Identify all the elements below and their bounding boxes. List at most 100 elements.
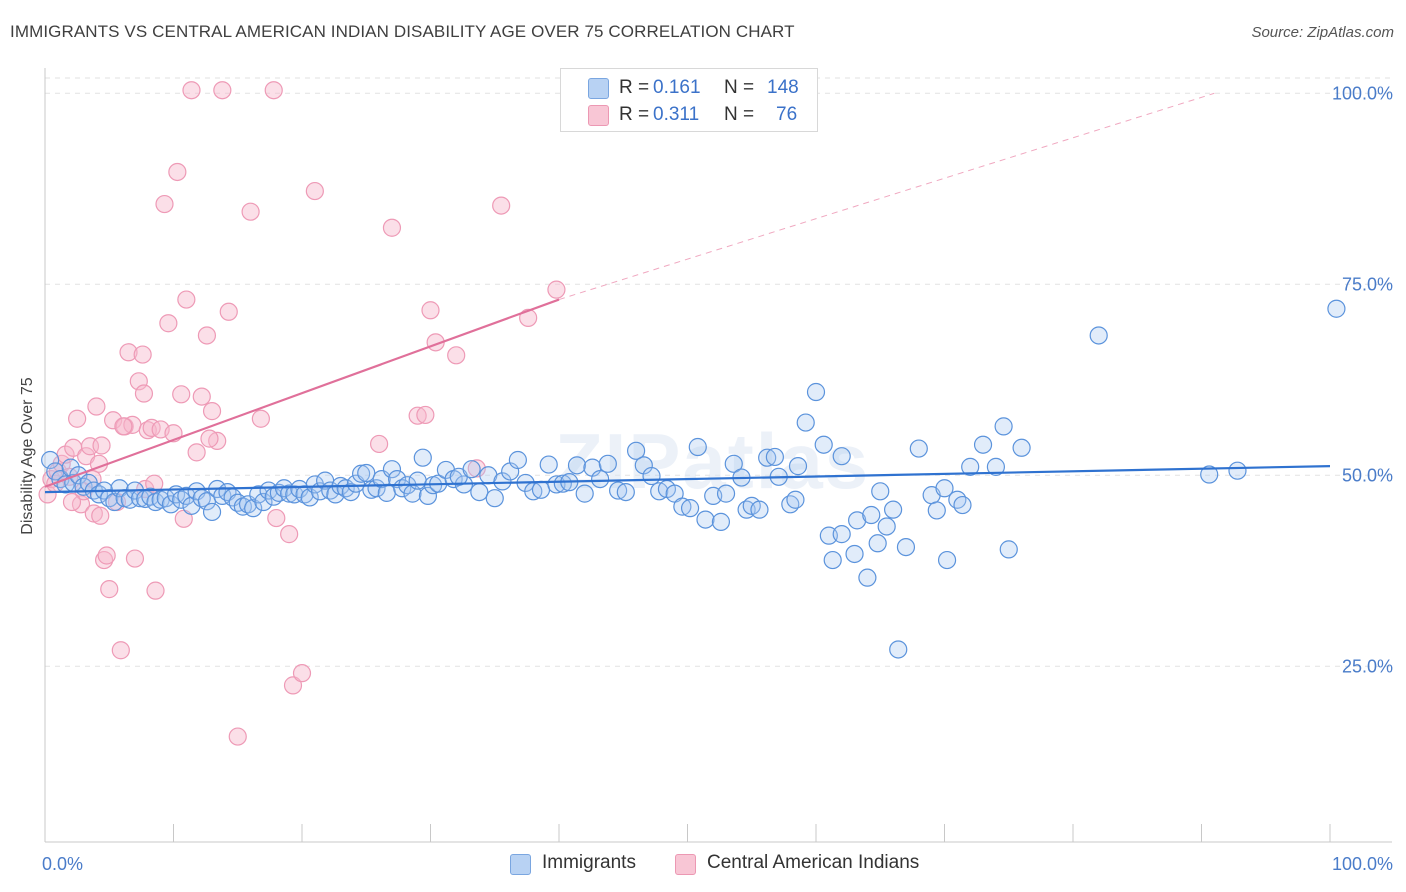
- data-point-cai: [200, 429, 219, 448]
- data-point-immigrants: [953, 495, 972, 515]
- data-point-cai: [125, 549, 145, 568]
- legend-label-cai: Central American Indians: [707, 852, 920, 873]
- data-point-cai: [104, 411, 123, 430]
- legend-r-label: R =: [619, 77, 650, 98]
- data-point-immigrants: [716, 484, 736, 503]
- data-point-cai: [228, 727, 247, 746]
- data-point-cai: [202, 402, 222, 421]
- y-tick-labels: 25.0% 50.0% 75.0% 100.0%: [1332, 83, 1393, 676]
- data-point-immigrants: [642, 466, 661, 486]
- data-point-cai: [292, 664, 312, 683]
- legend-row-immigrants: R = 0.161 N = 148: [561, 74, 817, 100]
- y-tick-label: 75.0%: [1342, 274, 1393, 294]
- data-point-immigrants: [1089, 326, 1108, 345]
- legend-swatch-immigrants: [510, 854, 531, 875]
- legend-swatch-immigrants: [588, 78, 609, 99]
- trend-lines: [44, 92, 1331, 494]
- data-point-immigrants: [470, 482, 489, 502]
- data-point-cai: [134, 384, 154, 403]
- data-point-immigrants: [41, 450, 60, 470]
- data-point-immigrants: [280, 484, 299, 503]
- data-point-immigrants: [1200, 465, 1219, 484]
- data-point-cai: [408, 406, 427, 425]
- data-point-cai: [283, 676, 303, 695]
- data-point-immigrants: [493, 472, 512, 491]
- data-point-cai: [421, 301, 440, 320]
- data-point-cai: [62, 492, 82, 512]
- data-point-immigrants: [285, 485, 304, 504]
- data-point-cai: [177, 290, 196, 309]
- data-point-cai: [92, 436, 111, 455]
- data-point-cai: [219, 302, 238, 321]
- data-point-cai: [280, 525, 299, 544]
- data-point-immigrants: [961, 457, 980, 476]
- data-point-cai: [97, 546, 116, 565]
- data-point-cai: [416, 405, 435, 425]
- data-point-immigrants: [845, 544, 864, 564]
- data-point-immigrants: [367, 479, 386, 498]
- data-point-cai: [187, 443, 206, 462]
- data-point-immigrants: [1228, 461, 1247, 480]
- data-point-cai: [447, 346, 466, 365]
- data-point-immigrants: [927, 501, 946, 520]
- data-point-immigrants: [786, 490, 805, 509]
- data-point-immigrants: [575, 484, 594, 503]
- gridlines: [45, 77, 1392, 667]
- data-point-immigrants: [909, 439, 928, 458]
- data-point-cai: [382, 218, 402, 237]
- data-point-immigrants: [889, 640, 908, 659]
- data-point-cai: [146, 581, 165, 600]
- y-axis-label: Disability Age Over 75: [19, 377, 36, 535]
- data-point-immigrants: [862, 505, 881, 525]
- data-point-cai: [241, 202, 260, 221]
- legend-r-value: 0.311: [653, 104, 700, 125]
- data-point-immigrants: [616, 482, 635, 502]
- data-point-immigrants: [688, 437, 707, 457]
- data-point-immigrants: [418, 486, 438, 506]
- data-point-cai: [114, 417, 133, 436]
- axes: [44, 68, 1392, 843]
- watermark: ZIPatlas: [555, 417, 868, 505]
- data-point-immigrants: [105, 492, 124, 512]
- data-point-cai: [251, 409, 270, 428]
- data-point-immigrants: [806, 382, 826, 402]
- legend-n-label: N =: [724, 77, 755, 98]
- data-point-cai: [155, 194, 174, 214]
- trend-line-immigrants: [44, 465, 1331, 494]
- correlation-legend: R = 0.161 N = 148 R = 0.311 N = 76: [560, 68, 818, 132]
- trend-line-cai-extension: [558, 92, 1215, 301]
- data-point-immigrants: [937, 550, 957, 570]
- data-point-immigrants: [508, 450, 527, 470]
- data-point-immigrants: [832, 447, 851, 466]
- data-point-immigrants: [848, 511, 867, 530]
- data-point-immigrants: [823, 550, 842, 570]
- y-tick-label: 50.0%: [1342, 465, 1393, 485]
- data-point-cai: [172, 385, 191, 404]
- legend-r-label: R =: [619, 104, 650, 125]
- data-point-immigrants: [567, 456, 587, 475]
- x-tick-label: 0.0%: [42, 854, 83, 874]
- data-point-immigrants: [832, 525, 851, 544]
- data-point-cai: [142, 418, 161, 438]
- data-point-immigrants: [696, 510, 715, 529]
- data-point-immigrants: [814, 435, 833, 454]
- data-point-cai: [182, 81, 201, 100]
- data-point-immigrants: [896, 537, 916, 557]
- data-point-immigrants: [973, 435, 993, 454]
- data-point-cai: [159, 314, 178, 333]
- data-point-immigrants: [883, 500, 903, 519]
- data-point-immigrants: [986, 457, 1006, 476]
- series-central-american-indians-points: [38, 81, 566, 746]
- data-point-cai: [87, 397, 106, 416]
- data-point-immigrants: [935, 479, 954, 498]
- data-point-immigrants: [352, 464, 371, 483]
- data-point-cai: [467, 459, 486, 478]
- legend-n-value: 76: [776, 104, 798, 125]
- data-point-immigrants: [553, 474, 572, 493]
- legend-n-label: N =: [724, 104, 755, 125]
- data-point-cai: [168, 162, 187, 182]
- legend-swatch-cai: [588, 105, 609, 126]
- series-legend: Immigrants Central American Indians: [0, 852, 1406, 878]
- data-point-cai: [133, 345, 152, 364]
